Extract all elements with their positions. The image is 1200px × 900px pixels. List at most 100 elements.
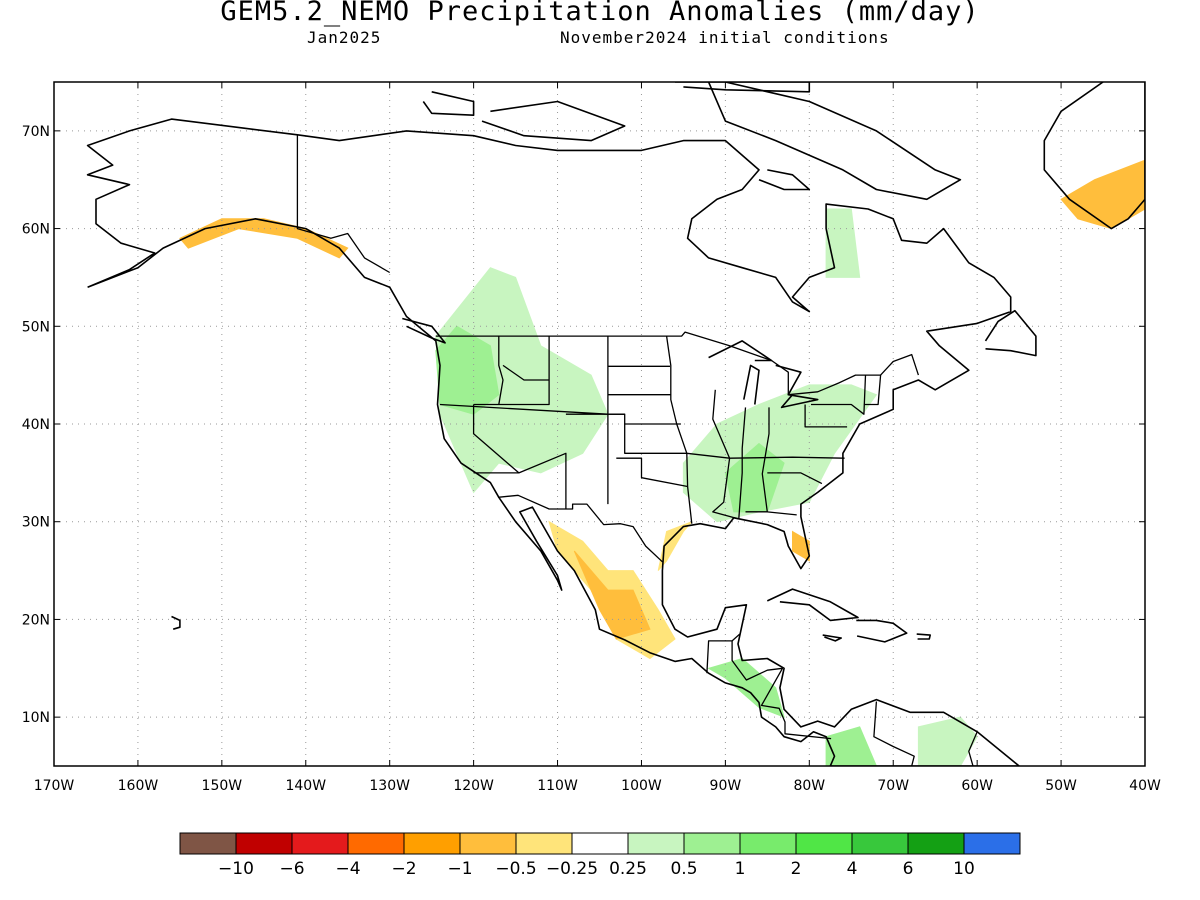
coastline-southampton-island (758, 169, 811, 191)
lon-tick-label: 170W (34, 778, 75, 794)
anomaly-mexico-dry-core (573, 550, 651, 640)
border-us-states-col1 (498, 336, 504, 405)
border-us-states-ny (811, 375, 867, 415)
anomaly-greenland-dry (1060, 159, 1145, 230)
border-venezuela-guyana (968, 731, 978, 766)
colorbar-label: 0.25 (609, 859, 647, 879)
map-title: GEM5.2_NEMO Precipitation Anomalies (mm/… (220, 0, 980, 27)
colorbar: −10 −6 −4 −2 −1 −0.5 −0.25 0.25 0.5 1 2 4 6 10 (179, 832, 1021, 879)
coastline-layer (86, 82, 1145, 766)
coastline-great-lakes-michigan (743, 364, 760, 405)
coastline-north-america-outline (86, 118, 1020, 766)
colorbar-label: −10 (218, 859, 254, 879)
anomaly-layer (179, 159, 1145, 766)
border-us-states-col5 (738, 407, 747, 519)
border-us-states-idaho (502, 364, 550, 381)
border-central-america (731, 640, 832, 740)
lon-tick-label: 150W (202, 778, 243, 794)
border-us-states-row-fl (745, 511, 797, 516)
colorbar-swatch (571, 832, 629, 855)
colorbar-label: −6 (279, 859, 304, 879)
anomaly-colombia-wet (825, 726, 877, 766)
coastline-hispaniola (856, 619, 908, 643)
colorbar-swatch (851, 832, 909, 855)
coastline-vancouver-island (402, 317, 446, 344)
lon-tick-label: 130W (369, 778, 410, 794)
border-us-states-col7 (804, 404, 848, 428)
coastline-baffin-island (707, 82, 962, 201)
coastline-greenland-outline (1043, 82, 1145, 230)
colorbar-label: −0.5 (495, 859, 536, 879)
initial-conditions: November2024 initial conditions (560, 28, 890, 47)
lon-tick-label: 160W (118, 778, 159, 794)
lat-tick-label: 70N (22, 124, 50, 140)
lon-tick-label: 140W (285, 778, 326, 794)
colorbar-swatch (291, 832, 349, 855)
coastline-hawaii-big-island (171, 615, 181, 630)
lon-tick-label: 70W (877, 778, 909, 794)
coastline-jamaica (822, 634, 843, 642)
colorbar-swatch (795, 832, 853, 855)
colorbar-label: 0.5 (670, 859, 697, 879)
lon-tick-label: 40W (1129, 778, 1161, 794)
colorbar-label: −2 (391, 859, 416, 879)
border-us-states-ne (863, 375, 882, 406)
lon-tick-label: 110W (537, 778, 578, 794)
coastline-great-lakes-huron-erie (775, 364, 819, 409)
colorbar-swatch (515, 832, 573, 855)
colorbar-swatch (347, 832, 405, 855)
border-mexico-guatemala (706, 633, 741, 674)
coastline-victoria-island (481, 100, 626, 142)
lat-tick-label: 60N (22, 222, 50, 238)
border-us-states-nv-ca (472, 404, 520, 474)
coastline-great-lakes-superior (708, 340, 773, 362)
lat-tick-label: 10N (22, 710, 50, 726)
border-us-states-west (473, 336, 550, 406)
coastline-newfoundland (984, 309, 1037, 357)
colorbar-label: −0.25 (546, 859, 598, 879)
border-us-canada (435, 331, 920, 396)
colorbar-label: 4 (847, 859, 858, 879)
lon-tick-label: 90W (710, 778, 742, 794)
coastline-cuba (766, 588, 859, 622)
colorbar-swatch (683, 832, 741, 855)
longitude-axis: 170W 160W 150W 140W 130W 120W 110W 100W 90W 80W 70… (34, 82, 1161, 794)
colorbar-swatch (403, 832, 461, 855)
lon-tick-label: 100W (621, 778, 662, 794)
colorbar-label: 10 (953, 859, 975, 879)
colorbar-label: −4 (335, 859, 360, 879)
lon-tick-label: 80W (793, 778, 825, 794)
border-colombia-venezuela (873, 701, 915, 766)
border-layer (296, 134, 978, 766)
anomaly-florida-dry (792, 530, 810, 562)
colorbar-swatch (627, 832, 685, 855)
lat-tick-label: 20N (22, 612, 50, 628)
anomaly-labrador-wet (825, 208, 861, 278)
anomaly-pacific-northwest-wet (435, 267, 609, 494)
colorbar-swatch (739, 832, 797, 855)
coastline-banks-island (422, 91, 475, 116)
colorbar-label: 2 (791, 859, 802, 879)
graticule (54, 82, 1145, 766)
colorbar-label: 1 (735, 859, 746, 879)
border-us-states-row3 (473, 452, 567, 509)
colorbar-swatch (963, 832, 1021, 855)
coastline-ellesmere-devon (675, 82, 811, 93)
latitude-axis: 70N 60N 50N 40N 30N 20N 10N (22, 124, 1145, 726)
border-alaska-canada (296, 134, 391, 274)
border-us-states-row-texas (616, 457, 688, 488)
lon-tick-label: 50W (1045, 778, 1077, 794)
lon-tick-label: 60W (961, 778, 993, 794)
forecast-month: Jan2025 (307, 28, 382, 47)
colorbar-swatch (235, 832, 293, 855)
border-us-states-col4 (712, 389, 739, 520)
colorbar-label: 6 (903, 859, 914, 879)
lat-tick-label: 40N (22, 417, 50, 433)
colorbar-swatch (459, 832, 517, 855)
lon-tick-label: 120W (453, 778, 494, 794)
colorbar-label: −1 (447, 859, 472, 879)
border-us-states-row-ga (767, 472, 823, 485)
lat-tick-label: 50N (22, 319, 50, 335)
coastline-puerto-rico (916, 633, 932, 640)
